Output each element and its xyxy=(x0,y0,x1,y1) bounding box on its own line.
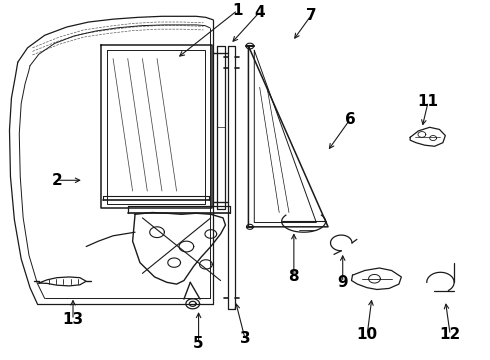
Text: 7: 7 xyxy=(306,8,316,23)
Text: 5: 5 xyxy=(193,336,204,351)
Text: 1: 1 xyxy=(232,3,243,18)
Text: 12: 12 xyxy=(440,328,461,342)
Text: 11: 11 xyxy=(418,94,439,109)
Text: 9: 9 xyxy=(338,275,348,290)
Text: 10: 10 xyxy=(357,328,378,342)
Text: 8: 8 xyxy=(289,269,299,284)
Text: 6: 6 xyxy=(344,112,355,127)
Text: 2: 2 xyxy=(51,173,62,188)
Text: 3: 3 xyxy=(240,331,250,346)
Text: 13: 13 xyxy=(62,312,84,328)
Text: 4: 4 xyxy=(254,5,265,19)
